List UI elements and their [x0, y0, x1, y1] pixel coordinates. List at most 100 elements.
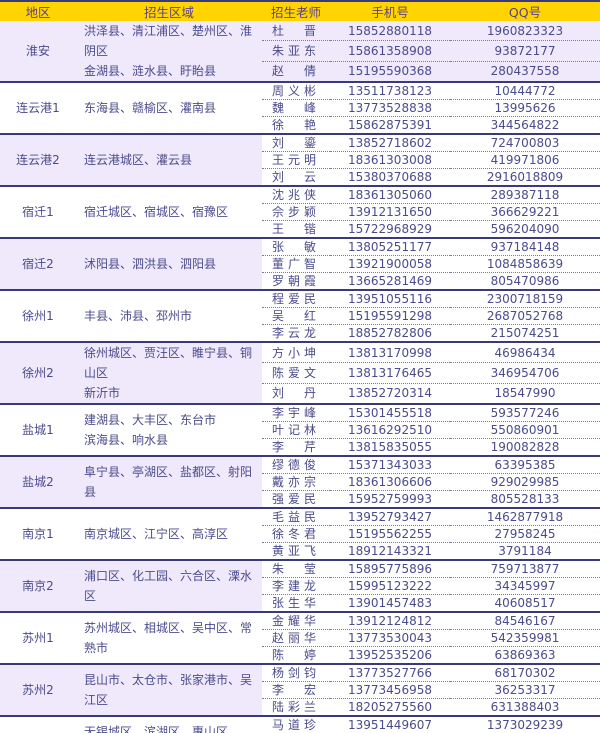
- qq-cell: 2687052768: [450, 307, 600, 325]
- qq-cell: 10444772: [450, 82, 600, 100]
- teacher-value: 佘步颖: [272, 205, 316, 219]
- phone-value: 15852880118: [348, 23, 432, 38]
- area-line: 建湖县、大丰区、东台市: [84, 413, 217, 427]
- area-cell: 浦口区、化工园、六合区、溧水区: [76, 560, 262, 613]
- phone-cell: 13901457483: [330, 594, 450, 613]
- table-row: 叶记林 13616292510 550860901: [0, 421, 600, 439]
- region-cell: 盐城2: [0, 456, 76, 509]
- teacher-value: 陈婷: [272, 648, 316, 662]
- phone-value: 18361305060: [348, 188, 432, 202]
- qq-cell: 84546167: [450, 612, 600, 630]
- region-cell: 南京1: [0, 508, 76, 561]
- qq-cell: 46986434: [450, 342, 600, 364]
- teacher-cell: 赵丽华: [262, 629, 330, 647]
- qq-value: 68170302: [494, 666, 556, 680]
- qq-cell: 18547990: [450, 383, 600, 405]
- teacher-cell: 刘鎏: [262, 134, 330, 152]
- phone-cell: 13773527766: [330, 664, 450, 682]
- qq-cell: 2300718159: [450, 290, 600, 308]
- table-row: 黄亚飞 18912143321 3791184: [0, 542, 600, 561]
- header-teacher: 招生老师: [262, 0, 330, 21]
- region-group: 盐城2 阜宁县、亭湖区、盐都区、射阳县 缪德俊 15371343033 63395385…: [0, 456, 600, 509]
- phone-cell: 13921900058: [330, 255, 450, 273]
- teacher-value: 刘云: [272, 170, 316, 184]
- qq-value: 550860901: [490, 423, 560, 437]
- phone-value: 15862875391: [348, 118, 432, 132]
- area-line: 徐州城区、贾汪区、睢宁县、铜山区: [84, 346, 253, 380]
- qq-cell: 1960823323: [450, 21, 600, 42]
- table-row: 徐冬君 15195562255 27958245: [0, 525, 600, 543]
- qq-cell: 93872177: [450, 40, 600, 62]
- teacher-cell: 陈爱文: [262, 362, 330, 384]
- qq-cell: 1373029239: [450, 716, 600, 733]
- area-cell: 东海县、赣榆区、灌南县: [76, 82, 262, 135]
- qq-cell: 759713877: [450, 560, 600, 578]
- table-row: 徐州1 丰县、沛县、邳州市 程爱民 13951055116 2300718159: [0, 290, 600, 343]
- teacher-value: 程爱民: [272, 292, 316, 306]
- teacher-cell: 杜晋: [262, 21, 330, 42]
- phone-value: 13901457483: [348, 596, 432, 610]
- table-row: 苏州1 苏州城区、相城区、吴中区、常熟市 金耀华 13912124812 8454616…: [0, 612, 600, 665]
- teacher-value: 董广智: [272, 257, 316, 271]
- teacher-cell: 李宇峰: [262, 404, 330, 422]
- phone-cell: 13805251177: [330, 238, 450, 256]
- teacher-cell: 沈兆侠: [262, 186, 330, 204]
- phone-cell: 18361306606: [330, 473, 450, 491]
- area-line: 洪泽县、清江浦区、楚州区、淮阴区: [84, 24, 253, 58]
- teacher-cell: 戴亦宗: [262, 473, 330, 491]
- teacher-cell: 张生华: [262, 594, 330, 613]
- teacher-cell: 方小坤: [262, 342, 330, 364]
- qq-cell: 550860901: [450, 421, 600, 439]
- region-cell: 宿迁2: [0, 238, 76, 291]
- region-cell: 宿迁1: [0, 186, 76, 239]
- region-group: 苏州2 昆山市、太仓市、张家港市、吴江区 杨剑钧 13773527766 6817030…: [0, 664, 600, 717]
- region-cell: 连云港2: [0, 134, 76, 187]
- table-row: 徐州2 徐州城区、贾汪区、睢宁县、铜山区 新沂市 方小坤 13813170998 4698…: [0, 342, 600, 405]
- phone-value: 13912131650: [348, 205, 432, 219]
- teacher-cell: 朱亚东: [262, 40, 330, 62]
- phone-value: 13852720314: [348, 386, 432, 401]
- region-group: 南京1 南京城区、江宁区、高淳区 毛益民 13952793427 1462877918 徐…: [0, 508, 600, 561]
- teacher-cell: 王元明: [262, 151, 330, 169]
- phone-cell: 13952793427: [330, 508, 450, 526]
- phone-cell: 13773456958: [330, 681, 450, 699]
- region-cell: 盐城1: [0, 404, 76, 457]
- qq-cell: 596204090: [450, 220, 600, 239]
- phone-cell: 13511738123: [330, 82, 450, 100]
- table-row: 罗朝霞 13665281469 805470986: [0, 272, 600, 291]
- area-line: 宿迁城区、宿城区、宿豫区: [84, 205, 229, 219]
- region-group: 宿迁2 沭阳县、泗洪县、泗阳县 张敏 13805251177 937184148 董广智 1…: [0, 238, 600, 291]
- qq-value: 280437558: [490, 64, 560, 79]
- qq-value: 419971806: [490, 153, 560, 167]
- phone-cell: 18205275560: [330, 698, 450, 717]
- qq-cell: 2916018809: [450, 168, 600, 187]
- region-group: 南京2 浦口区、化工园、六合区、溧水区 朱莹 15895775896 759713877…: [0, 560, 600, 613]
- phone-value: 13511738123: [348, 84, 432, 98]
- teacher-cell: 周义彬: [262, 82, 330, 100]
- teacher-cell: 陆彩兰: [262, 698, 330, 717]
- area-line: 金湖县、涟水县、盱眙县: [84, 64, 217, 78]
- teacher-value: 赵倩: [272, 64, 316, 79]
- phone-value: 15195591298: [348, 309, 432, 323]
- region-cell: 徐州1: [0, 290, 76, 343]
- table-row: 李宏 13773456958 36253317: [0, 681, 600, 699]
- phone-value: 13952793427: [348, 510, 432, 524]
- qq-cell: 27958245: [450, 525, 600, 543]
- phone-cell: 18361303008: [330, 151, 450, 169]
- qq-cell: 40608517: [450, 594, 600, 613]
- area-cell: 丰县、沛县、邳州市: [76, 290, 262, 343]
- qq-value: 593577246: [490, 406, 560, 420]
- region-cell: 连云港1: [0, 82, 76, 135]
- teacher-cell: 朱莹: [262, 560, 330, 578]
- phone-cell: 15861358908: [330, 40, 450, 62]
- table-row: 南京1 南京城区、江宁区、高淳区 毛益民 13952793427 1462877918: [0, 508, 600, 561]
- phone-cell: 18852782806: [330, 324, 450, 343]
- region-group: 徐州1 丰县、沛县、邳州市 程爱民 13951055116 2300718159 吴红 15…: [0, 290, 600, 343]
- phone-cell: 15722968929: [330, 220, 450, 239]
- area-line: 阜宁县、亭湖区、盐都区、射阳县: [84, 465, 253, 499]
- qq-value: 2916018809: [486, 170, 564, 184]
- qq-value: 93872177: [494, 43, 556, 58]
- phone-cell: 18912143321: [330, 542, 450, 561]
- teacher-cell: 李宏: [262, 681, 330, 699]
